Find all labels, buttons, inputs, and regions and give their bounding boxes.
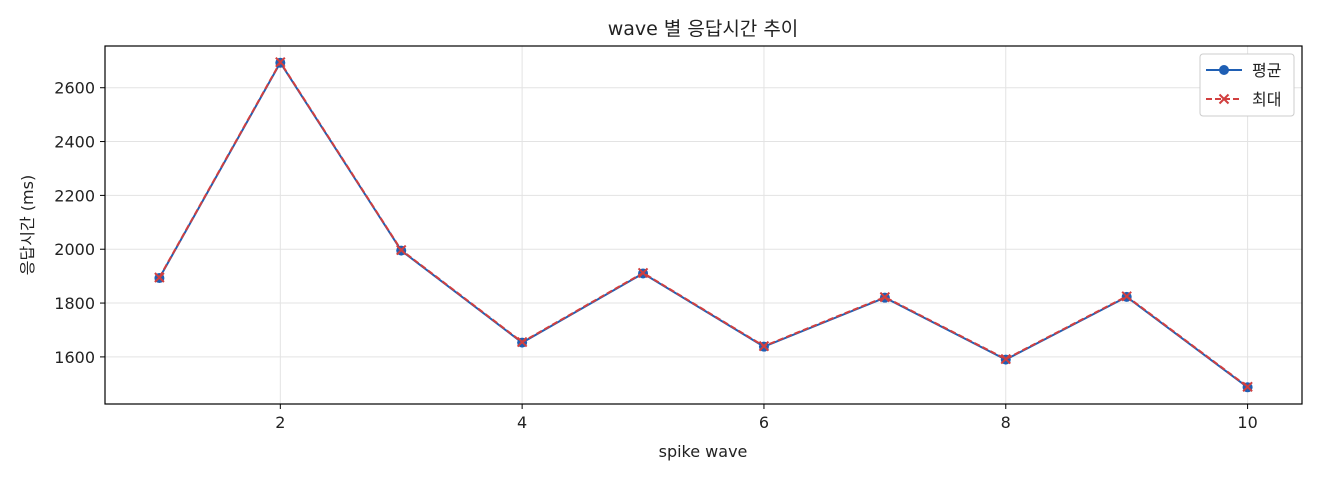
series-group <box>154 56 1253 393</box>
data-point <box>637 267 649 279</box>
data-point <box>758 340 770 352</box>
x-axis: 2 4 6 8 10 <box>275 404 1258 432</box>
y-axis: 1600 1800 2000 2200 2400 2600 <box>54 79 105 367</box>
chart-title: wave 별 응답시간 추이 <box>608 18 799 40</box>
y-tick-label: 2400 <box>54 133 95 152</box>
x-tick-label: 8 <box>1001 413 1011 432</box>
legend-label: 평균 <box>1252 61 1281 80</box>
legend-label: 최대 <box>1252 90 1281 109</box>
y-tick-label: 2000 <box>54 240 95 259</box>
data-point <box>154 272 165 283</box>
series-line <box>158 60 1249 389</box>
y-tick-label: 2200 <box>54 186 95 205</box>
series-1 <box>154 57 1253 393</box>
data-point <box>396 244 407 256</box>
y-tick-label: 2600 <box>54 79 95 98</box>
y-axis-label: 응답시간 (ms) <box>18 175 37 275</box>
series-line <box>158 60 1249 388</box>
legend-marker <box>1219 65 1229 75</box>
x-tick-label: 10 <box>1237 413 1257 432</box>
data-point <box>1121 291 1132 302</box>
x-tick-label: 2 <box>275 413 285 432</box>
series-2 <box>154 56 1253 392</box>
plot-area <box>104 45 1303 405</box>
y-tick-label: 1600 <box>54 348 95 367</box>
data-point <box>275 56 286 68</box>
data-point <box>1242 381 1253 392</box>
x-tick-label: 6 <box>759 413 769 432</box>
y-tick-label: 1800 <box>54 294 95 313</box>
legend-marker <box>1218 93 1230 105</box>
x-axis-label: spike wave <box>659 442 748 461</box>
data-point <box>516 336 528 348</box>
x-tick-label: 4 <box>517 413 527 432</box>
data-point <box>1000 353 1011 365</box>
data-point <box>879 291 891 303</box>
grid <box>105 46 1302 404</box>
